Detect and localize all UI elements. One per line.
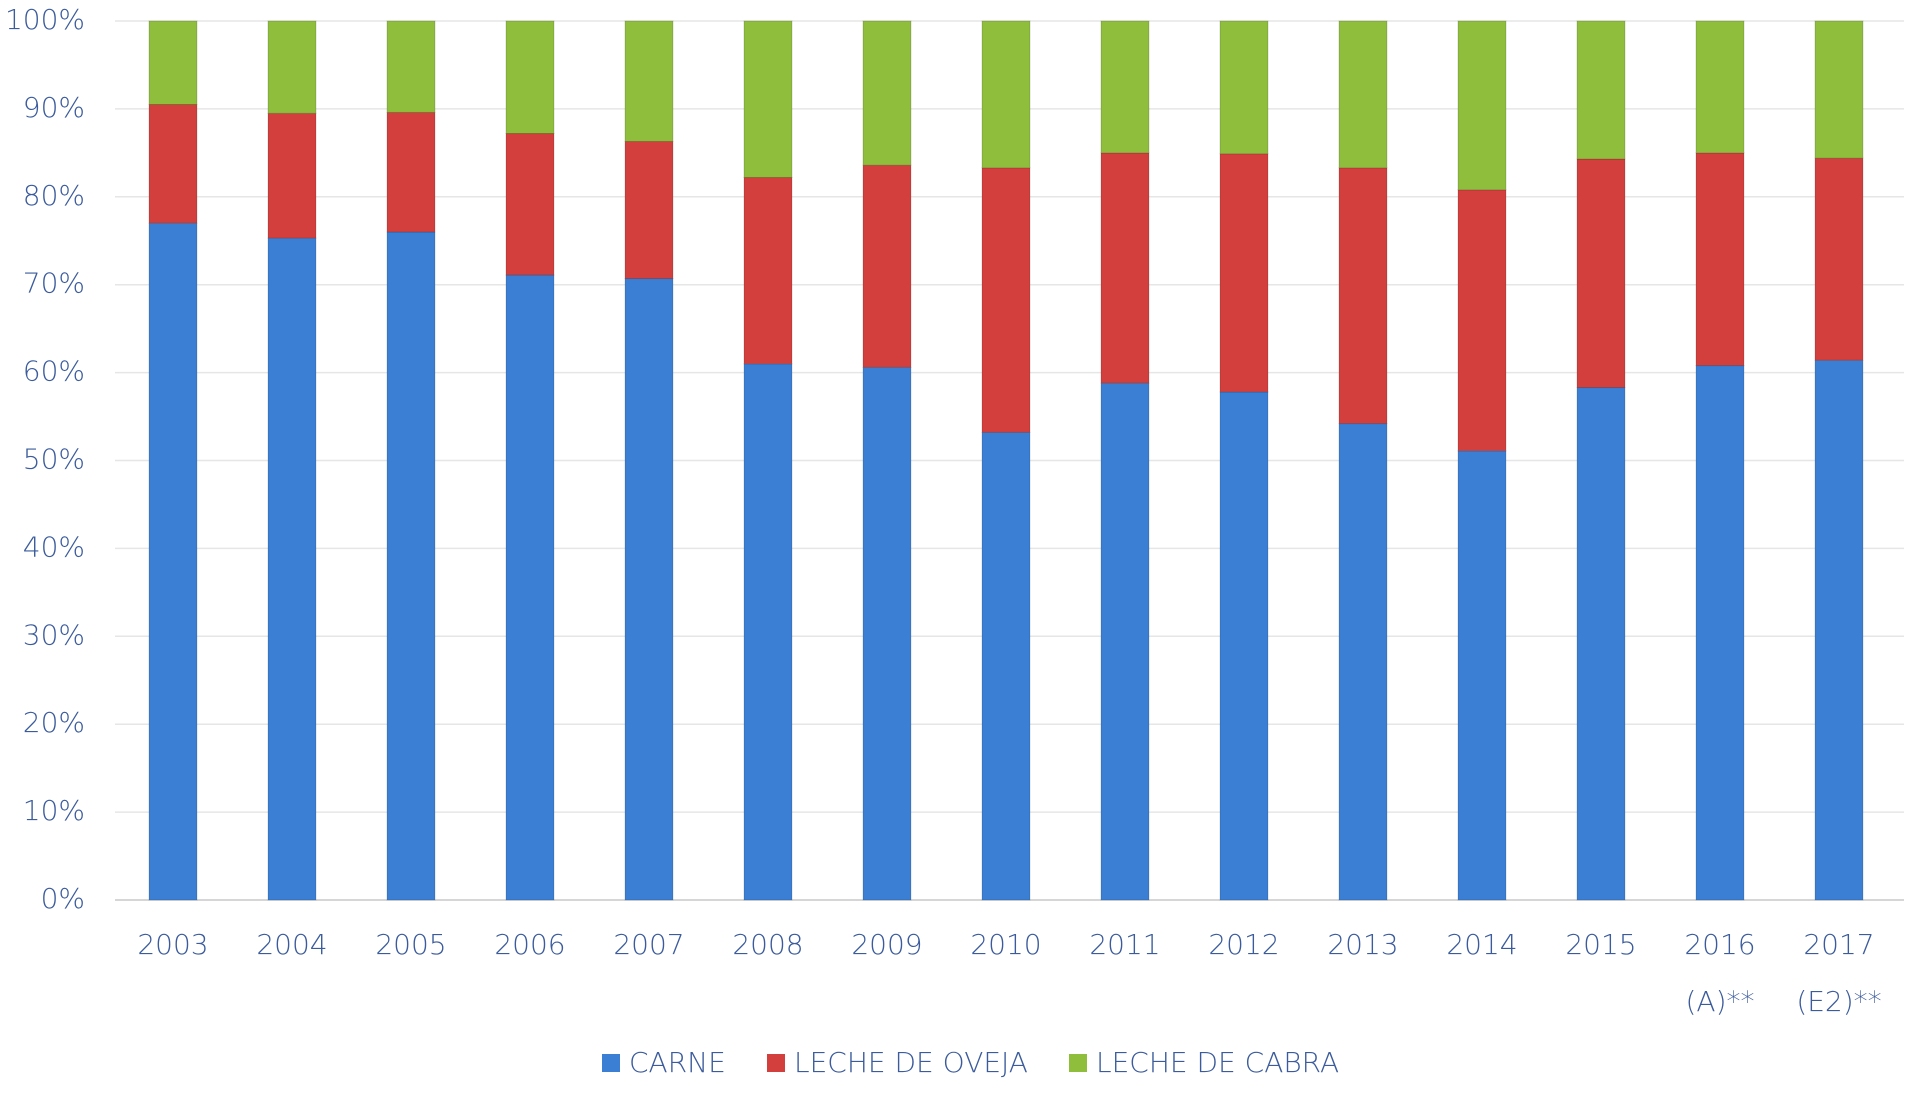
y-tick-label: 0% <box>41 882 85 915</box>
x-tick-label: 2005 <box>375 928 446 961</box>
bar-segment <box>1100 20 1150 154</box>
bar-segment <box>1219 20 1269 155</box>
bar-segment <box>1814 359 1864 901</box>
x-tick-label: 2010 <box>970 928 1041 961</box>
y-tick-label: 70% <box>23 267 85 300</box>
bar-segment <box>624 140 674 280</box>
bar-segment <box>1100 382 1150 901</box>
bar-segment <box>1576 387 1626 901</box>
legend-label: LECHE DE CABRA <box>1096 1046 1339 1079</box>
x-tick-label: 2012 <box>1208 928 1279 961</box>
bar-segment <box>624 278 674 901</box>
y-tick-label: 30% <box>23 618 85 651</box>
bar-segment <box>624 20 674 142</box>
y-tick-label: 50% <box>23 443 85 476</box>
x-tick-label: 2017 (E2)** <box>1796 928 1881 1018</box>
bar-segment <box>743 20 793 178</box>
legend-label: CARNE <box>629 1046 726 1079</box>
x-tick-label: 2016 (A)** <box>1684 928 1755 1018</box>
bar-segment <box>1338 20 1388 169</box>
bar-segment <box>743 363 793 901</box>
legend-swatch <box>1069 1054 1087 1072</box>
bar-segment <box>1457 189 1507 452</box>
bar-segment <box>148 104 198 224</box>
legend-swatch <box>767 1054 785 1072</box>
bar-segment <box>386 20 436 113</box>
y-tick-label: 40% <box>23 530 85 563</box>
bar-segment <box>1219 391 1269 901</box>
bar-segment <box>267 20 317 114</box>
bar-segment <box>1695 152 1745 367</box>
y-tick-label: 80% <box>23 179 85 212</box>
bar-segment <box>1576 20 1626 160</box>
x-tick-label: 2006 <box>494 928 565 961</box>
bar-segment <box>1457 20 1507 191</box>
legend-label: LECHE DE OVEJA <box>794 1046 1028 1079</box>
bar-segment <box>386 111 436 233</box>
x-tick-label: 2013 <box>1327 928 1398 961</box>
bar-segment <box>1814 20 1864 159</box>
bar-segment <box>386 231 436 901</box>
y-tick-label: 20% <box>23 706 85 739</box>
bar-segment <box>148 20 198 106</box>
x-tick-label: 2011 <box>1089 928 1160 961</box>
bar-segment <box>862 366 912 901</box>
bar-segment <box>1695 20 1745 154</box>
y-tick-label: 100% <box>5 3 85 36</box>
bar-segment <box>1219 153 1269 393</box>
bar-segment <box>1338 423 1388 901</box>
bar-segment <box>1695 365 1745 901</box>
x-tick-label: 2007 <box>613 928 684 961</box>
bar-segment <box>267 237 317 901</box>
bar-segment <box>1457 450 1507 901</box>
bar-segment <box>1814 157 1864 361</box>
bar-segment <box>505 20 555 135</box>
y-tick-label: 10% <box>23 794 85 827</box>
bar-segment <box>862 20 912 166</box>
bar-segment <box>148 222 198 901</box>
x-tick-label: 2003 <box>137 928 208 961</box>
bar-segment <box>862 164 912 368</box>
bar-segment <box>505 133 555 276</box>
bar-segment <box>981 20 1031 169</box>
bar-segment <box>1100 152 1150 384</box>
bar-segment <box>743 176 793 365</box>
y-tick-label: 90% <box>23 91 85 124</box>
bar-segment <box>1338 167 1388 425</box>
bar-segment <box>981 431 1031 901</box>
y-tick-label: 60% <box>23 355 85 388</box>
legend-swatch <box>602 1054 620 1072</box>
x-tick-label: 2004 <box>256 928 327 961</box>
x-tick-label: 2014 <box>1446 928 1517 961</box>
bar-segment <box>1576 158 1626 389</box>
bar-segment <box>981 167 1031 433</box>
x-tick-label: 2008 <box>732 928 803 961</box>
x-tick-label: 2015 <box>1565 928 1636 961</box>
x-tick-label: 2009 <box>851 928 922 961</box>
bar-segment <box>505 274 555 901</box>
bar-segment <box>267 112 317 239</box>
